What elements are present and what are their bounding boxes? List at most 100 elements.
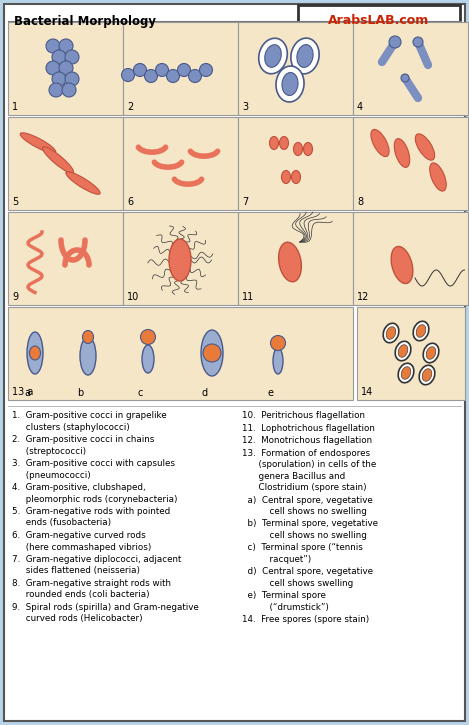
Ellipse shape [413, 321, 429, 341]
FancyBboxPatch shape [4, 4, 465, 721]
Circle shape [177, 64, 190, 77]
Circle shape [59, 61, 73, 75]
Text: Clostridium (spore stain): Clostridium (spore stain) [242, 483, 367, 492]
Text: 1.  Gram-positive cocci in grapelike: 1. Gram-positive cocci in grapelike [12, 411, 166, 420]
Ellipse shape [203, 344, 221, 362]
Text: sides flattened (neisseria): sides flattened (neisseria) [12, 566, 140, 576]
Text: a)  Central spore, vegetative: a) Central spore, vegetative [242, 495, 373, 505]
Text: a: a [24, 388, 30, 398]
Ellipse shape [259, 38, 287, 74]
Ellipse shape [401, 367, 411, 379]
Circle shape [52, 50, 66, 64]
Ellipse shape [423, 343, 439, 362]
Text: (“drumstick”): (“drumstick”) [242, 603, 329, 612]
Ellipse shape [141, 329, 156, 344]
Text: (pneumococci): (pneumococci) [12, 471, 91, 479]
Circle shape [156, 64, 168, 77]
Ellipse shape [30, 346, 40, 360]
Circle shape [166, 70, 180, 83]
Text: 10: 10 [127, 292, 139, 302]
Text: 13 a: 13 a [12, 387, 33, 397]
Ellipse shape [416, 134, 435, 160]
Text: e: e [267, 388, 273, 398]
Text: 13.  Formation of endospores: 13. Formation of endospores [242, 449, 370, 457]
Ellipse shape [394, 138, 410, 167]
Text: clusters (staphylococci): clusters (staphylococci) [12, 423, 130, 431]
Text: 7.  Gram-negative diplococci, adjacent: 7. Gram-negative diplococci, adjacent [12, 555, 182, 564]
Ellipse shape [273, 348, 283, 374]
FancyBboxPatch shape [123, 212, 238, 305]
Ellipse shape [201, 330, 223, 376]
Text: 12.  Monotrichous flagellation: 12. Monotrichous flagellation [242, 436, 372, 445]
Text: (streptococci): (streptococci) [12, 447, 86, 455]
Circle shape [46, 39, 60, 53]
Text: 3: 3 [242, 102, 248, 112]
Circle shape [189, 70, 202, 83]
FancyBboxPatch shape [8, 212, 123, 305]
Circle shape [49, 83, 63, 97]
FancyBboxPatch shape [353, 22, 468, 115]
FancyBboxPatch shape [238, 22, 353, 115]
Text: 7: 7 [242, 197, 248, 207]
Text: 14: 14 [361, 387, 373, 397]
Text: 12: 12 [357, 292, 370, 302]
Ellipse shape [169, 239, 191, 281]
Ellipse shape [419, 365, 435, 385]
Ellipse shape [398, 344, 408, 357]
Ellipse shape [386, 327, 396, 339]
FancyBboxPatch shape [8, 117, 123, 210]
Ellipse shape [430, 163, 446, 191]
Text: Bacterial Morphology: Bacterial Morphology [14, 15, 156, 28]
Text: c)  Terminal spore (“tennis: c) Terminal spore (“tennis [242, 544, 363, 552]
Ellipse shape [416, 325, 426, 337]
Ellipse shape [422, 369, 432, 381]
FancyBboxPatch shape [357, 307, 465, 400]
Circle shape [413, 37, 423, 47]
Ellipse shape [371, 129, 389, 157]
Text: 6.  Gram-negative curved rods: 6. Gram-negative curved rods [12, 531, 146, 540]
Text: 9.  Spiral rods (spirilla) and Gram-negative: 9. Spiral rods (spirilla) and Gram-negat… [12, 603, 199, 612]
FancyBboxPatch shape [238, 212, 353, 305]
Text: genera Bacillus and: genera Bacillus and [242, 471, 345, 481]
Text: pleomorphic rods (corynebacteria): pleomorphic rods (corynebacteria) [12, 494, 177, 503]
Ellipse shape [383, 323, 399, 343]
Ellipse shape [20, 133, 56, 153]
Text: c: c [137, 388, 143, 398]
FancyBboxPatch shape [123, 117, 238, 210]
Ellipse shape [292, 170, 301, 183]
Circle shape [52, 72, 66, 86]
Text: ArabsLAB.com: ArabsLAB.com [328, 14, 430, 27]
Ellipse shape [280, 136, 288, 149]
Ellipse shape [42, 146, 74, 173]
Text: 9: 9 [12, 292, 18, 302]
Text: 8.  Gram-negative straight rods with: 8. Gram-negative straight rods with [12, 579, 171, 588]
Text: cell shows swelling: cell shows swelling [242, 579, 353, 588]
Ellipse shape [83, 331, 93, 344]
FancyBboxPatch shape [353, 117, 468, 210]
Text: d: d [201, 388, 207, 398]
Text: cell shows no swelling: cell shows no swelling [242, 507, 367, 516]
Text: curved rods (Helicobacter): curved rods (Helicobacter) [12, 615, 143, 624]
FancyBboxPatch shape [353, 212, 468, 305]
FancyBboxPatch shape [298, 5, 460, 35]
Text: 11.  Lophotrichous flagellation: 11. Lophotrichous flagellation [242, 423, 375, 433]
Ellipse shape [265, 45, 281, 67]
Text: 4: 4 [357, 102, 363, 112]
Circle shape [199, 64, 212, 77]
Ellipse shape [391, 247, 413, 283]
Ellipse shape [395, 341, 411, 361]
Ellipse shape [66, 172, 100, 194]
Text: 11: 11 [242, 292, 254, 302]
Text: 6: 6 [127, 197, 133, 207]
FancyBboxPatch shape [123, 22, 238, 115]
Text: 14.  Free spores (spore stain): 14. Free spores (spore stain) [242, 616, 369, 624]
Circle shape [65, 50, 79, 64]
Circle shape [46, 61, 60, 75]
Text: 4.  Gram-positive, clubshaped,: 4. Gram-positive, clubshaped, [12, 483, 146, 492]
Text: 1: 1 [12, 102, 18, 112]
Ellipse shape [281, 170, 290, 183]
Text: 2.  Gram-positive cocci in chains: 2. Gram-positive cocci in chains [12, 435, 154, 444]
Circle shape [65, 72, 79, 86]
Ellipse shape [271, 336, 286, 350]
FancyBboxPatch shape [8, 22, 123, 115]
